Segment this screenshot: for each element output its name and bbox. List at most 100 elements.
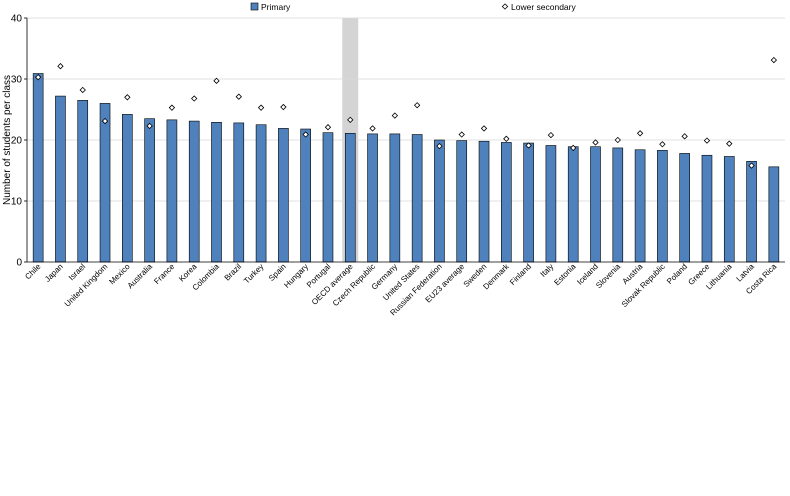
y-tick-label: 40 bbox=[11, 14, 23, 25]
x-tick-label: Turkey bbox=[242, 262, 265, 285]
gridlines bbox=[27, 17, 785, 202]
bar-primary bbox=[188, 120, 200, 263]
marker-lower-secondary bbox=[257, 104, 265, 111]
x-tick-label: Japan bbox=[43, 262, 65, 284]
bar-primary bbox=[367, 133, 378, 263]
bar-primary bbox=[322, 132, 334, 263]
marker-lower-secondary bbox=[124, 94, 131, 101]
x-tick-label: Hungary bbox=[282, 262, 310, 290]
marker-lower-secondary bbox=[168, 104, 176, 111]
legend-label-primary: Primary bbox=[261, 2, 291, 12]
bar-primary bbox=[612, 147, 624, 263]
bar-primary bbox=[657, 150, 668, 263]
bar-primary bbox=[389, 133, 401, 263]
bar-primary bbox=[567, 146, 579, 263]
bar-primary bbox=[55, 95, 66, 263]
bar-primary bbox=[344, 132, 356, 263]
bar-primary bbox=[411, 134, 423, 263]
marker-lower-secondary bbox=[458, 131, 465, 138]
bar-primary bbox=[278, 128, 289, 263]
bar-primary bbox=[590, 146, 601, 263]
bar-primary bbox=[634, 149, 646, 263]
x-tick-label: Brazil bbox=[223, 262, 244, 283]
x-tick-label: Poland bbox=[665, 262, 689, 286]
bar-primary bbox=[300, 128, 311, 263]
x-tick-label: Italy bbox=[539, 262, 556, 279]
marker-lower-secondary bbox=[79, 86, 86, 94]
marker-lower-secondary bbox=[659, 141, 666, 148]
axes bbox=[24, 17, 785, 263]
y-tick-label: 20 bbox=[11, 136, 23, 147]
marker-lower-secondary bbox=[413, 102, 421, 109]
bar-primary bbox=[723, 156, 735, 263]
marker-lower-secondary bbox=[34, 74, 42, 81]
bar-primary bbox=[679, 153, 690, 263]
marker-lower-secondary bbox=[213, 77, 220, 84]
marker-lower-secondary bbox=[570, 144, 577, 152]
marker-lower-secondary bbox=[480, 125, 488, 132]
bar-primary bbox=[545, 145, 557, 263]
x-tick-label: Denmark bbox=[481, 261, 511, 291]
marker-lower-secondary bbox=[614, 136, 621, 144]
bar-primary bbox=[211, 122, 222, 263]
x-tick-label: Australia bbox=[126, 262, 155, 291]
bar-primary bbox=[122, 114, 133, 263]
bar-primary bbox=[768, 166, 780, 263]
lower-secondary-markers bbox=[34, 56, 778, 169]
bar-primary bbox=[32, 73, 44, 263]
legend-label-lower-secondary: Lower secondary bbox=[511, 2, 576, 12]
bar-primary bbox=[456, 140, 468, 263]
bar-primary bbox=[523, 142, 534, 263]
marker-lower-secondary bbox=[636, 130, 644, 137]
marker-lower-secondary bbox=[726, 140, 733, 147]
bar-primary bbox=[478, 140, 490, 263]
legend-swatch-lower-secondary bbox=[501, 3, 509, 10]
y-tick-label: 0 bbox=[16, 258, 22, 269]
marker-lower-secondary bbox=[347, 116, 354, 124]
marker-lower-secondary bbox=[681, 133, 688, 140]
y-tick-labels: 0 10 20 30 40 bbox=[11, 14, 23, 269]
marker-lower-secondary bbox=[525, 142, 532, 149]
bar-primary bbox=[434, 139, 445, 263]
marker-lower-secondary bbox=[436, 142, 443, 150]
bar-primary bbox=[746, 161, 757, 263]
y-axis-label: Number of students per class bbox=[2, 75, 13, 205]
bar-primary bbox=[144, 118, 155, 263]
bar-primary bbox=[99, 103, 111, 263]
x-tick-label: Israel bbox=[67, 262, 87, 282]
x-tick-label: Chile bbox=[23, 262, 43, 282]
bar-primary bbox=[255, 124, 267, 263]
marker-lower-secondary bbox=[146, 122, 153, 130]
legend: Primary Lower secondary bbox=[250, 2, 576, 12]
marker-lower-secondary bbox=[369, 125, 376, 132]
marker-lower-secondary bbox=[748, 162, 755, 169]
x-tick-label: Finland bbox=[508, 262, 533, 287]
bar-primary bbox=[233, 122, 245, 263]
bar-primary bbox=[166, 119, 178, 263]
marker-lower-secondary bbox=[391, 112, 399, 119]
bar-primary bbox=[501, 142, 512, 263]
marker-lower-secondary bbox=[57, 63, 64, 70]
y-tick-label: 10 bbox=[11, 197, 23, 208]
marker-lower-secondary bbox=[302, 131, 309, 138]
x-tick-label: Slovenia bbox=[594, 262, 622, 290]
marker-lower-secondary bbox=[592, 139, 599, 146]
marker-lower-secondary bbox=[191, 95, 198, 102]
marker-lower-secondary bbox=[503, 135, 510, 142]
marker-lower-secondary bbox=[101, 117, 109, 125]
marker-lower-secondary bbox=[280, 103, 287, 111]
legend-swatch-primary bbox=[250, 2, 259, 11]
marker-lower-secondary bbox=[703, 137, 711, 144]
marker-lower-secondary bbox=[235, 93, 242, 100]
x-tick-label: Estonia bbox=[552, 262, 578, 288]
marker-lower-secondary bbox=[770, 56, 778, 64]
marker-lower-secondary bbox=[547, 131, 555, 139]
primary-bars bbox=[32, 73, 780, 263]
y-tick-label: 30 bbox=[11, 75, 23, 86]
x-tick-label: France bbox=[152, 262, 176, 286]
bar-primary bbox=[701, 154, 713, 263]
marker-lower-secondary bbox=[324, 124, 332, 131]
